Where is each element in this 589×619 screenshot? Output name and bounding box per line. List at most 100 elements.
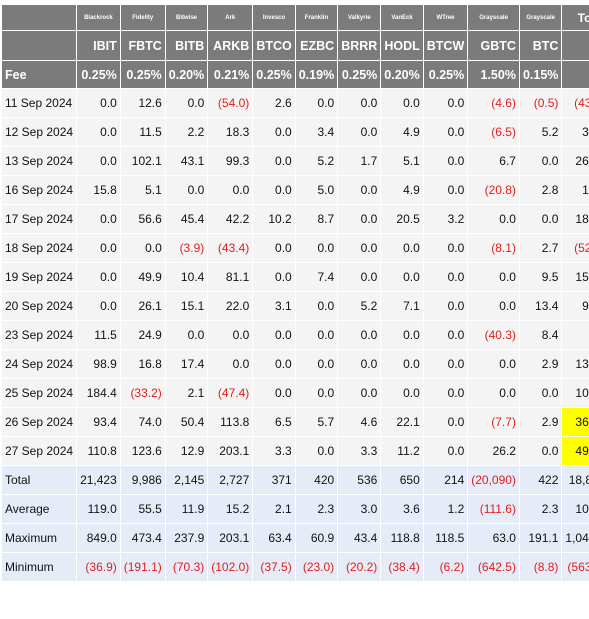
provider-header-row: Blackrock Fidelity Bitwise Ark Invesco Frankl… [0, 4, 589, 31]
ticker-ibit: IBIT [76, 30, 121, 61]
fee-brrr: 0.25% [337, 60, 382, 89]
flow-cell-ezbc: 0.0 [294, 233, 339, 263]
row-total-cell: 12.8 [561, 175, 589, 205]
flow-cell-fbtc: 123.6 [119, 436, 166, 466]
flow-cell-btco: 0.0 [252, 146, 296, 176]
flow-cell-ibit: 110.8 [76, 436, 121, 466]
flow-cell-ibit: 0.0 [76, 262, 121, 292]
flow-cell-arkb: 99.3 [207, 146, 254, 176]
flow-cell-brrr: 4.6 [337, 407, 382, 437]
flow-cell-arkb: 18.3 [207, 117, 254, 147]
provider-name-bitb: Bitwise [164, 4, 209, 31]
summary-total-cell: 1,045.0 [561, 523, 589, 553]
flow-cell-ezbc: 0.0 [294, 291, 339, 321]
summary-cell-ezbc: (23.0) [294, 552, 339, 582]
table-row: 24 Sep 2024 98.9 16.8 17.4 0.0 0.0 0.0 0.0 0.0 0.… [0, 349, 589, 379]
row-total-cell: 263.2 [561, 146, 589, 176]
ticker-ezbc: EZBC [294, 30, 339, 61]
flow-cell-hodl: 0.0 [380, 320, 424, 350]
summary-cell-bitb: 237.9 [164, 523, 209, 553]
row-total-cell: 186.8 [561, 204, 589, 234]
flow-cell-brrr: 0.0 [337, 262, 382, 292]
flow-cell-gbtc: (40.3) [467, 320, 520, 350]
flow-cell-bitb: 15.1 [164, 291, 209, 321]
flow-cell-btcw: 0.0 [422, 320, 469, 350]
flow-cell-ezbc: 5.7 [294, 407, 339, 437]
table-row: 20 Sep 2024 0.0 26.1 15.1 22.0 3.1 0.0 5.2 7.1 0.… [0, 291, 589, 321]
flow-cell-btco: 2.6 [252, 88, 296, 118]
flow-cell-ezbc: 5.2 [294, 146, 339, 176]
summary-cell-hodl: (38.4) [380, 552, 424, 582]
table-row: 12 Sep 2024 0.0 11.5 2.2 18.3 0.0 3.4 0.0 4.9 0.0… [0, 117, 589, 147]
row-total-cell: 365.7 [561, 407, 589, 437]
fee-header-row: Fee 0.25% 0.25% 0.20% 0.21% 0.25% 0.19% 0.25% 0.… [0, 60, 589, 89]
flow-cell-brrr: 3.3 [337, 436, 382, 466]
flow-cell-arkb: 113.8 [207, 407, 254, 437]
flow-cell-btco: 0.0 [252, 117, 296, 147]
flow-cell-hodl: 4.9 [380, 175, 424, 205]
flow-cell-bitb: (3.9) [164, 233, 209, 263]
flow-cell-fbtc: 11.5 [119, 117, 166, 147]
flow-cell-btc: 2.7 [518, 233, 563, 263]
flow-cell-arkb: (47.4) [207, 378, 254, 408]
flow-cell-bitb: 45.4 [164, 204, 209, 234]
provider-name-hodl: VanEck [380, 4, 424, 31]
summary-cell-ezbc: 2.3 [294, 494, 339, 524]
flow-cell-brrr: 0.0 [337, 175, 382, 205]
flow-cell-brrr: 0.0 [337, 320, 382, 350]
flow-cell-bitb: 10.4 [164, 262, 209, 292]
total-column-header: Total [561, 4, 589, 31]
table-row: 26 Sep 2024 93.4 74.0 50.4 113.8 6.5 5.7 4.6 22.… [0, 407, 589, 437]
flow-cell-btcw: 3.2 [422, 204, 469, 234]
summary-cell-ezbc: 60.9 [294, 523, 339, 553]
provider-name-ibit: Blackrock [76, 4, 121, 31]
provider-name-fbtc: Fidelity [119, 4, 166, 31]
flow-cell-fbtc: 102.1 [119, 146, 166, 176]
summary-cell-fbtc: (191.1) [119, 552, 166, 582]
ticker-hodl: HODL [380, 30, 424, 61]
header-blank-cell [561, 60, 589, 89]
summary-row-average: Average 119.0 55.5 11.9 15.2 2.1 2.3 3.0 3.6 1.2(… [0, 494, 589, 524]
summary-cell-btcw: 1.2 [422, 494, 469, 524]
summary-cell-ibit: 119.0 [76, 494, 121, 524]
flow-cell-btc: 2.9 [518, 407, 563, 437]
provider-name-btc: Grayscale [518, 4, 563, 31]
flow-cell-gbtc: (6.5) [467, 117, 520, 147]
flow-cell-bitb: 50.4 [164, 407, 209, 437]
row-total-cell: (43.9) [561, 88, 589, 118]
flow-cell-gbtc: 0.0 [467, 291, 520, 321]
flow-cell-btcw: 0.0 [422, 233, 469, 263]
flow-cell-btcw: 0.0 [422, 436, 469, 466]
table-row: 16 Sep 2024 15.8 5.1 0.0 0.0 0.0 5.0 0.0 4.9 0.0(… [0, 175, 589, 205]
summary-cell-arkb: 15.2 [207, 494, 254, 524]
fee-ibit: 0.25% [76, 60, 121, 89]
summary-cell-brrr: 3.0 [337, 494, 382, 524]
flow-cell-hodl: 0.0 [380, 378, 424, 408]
flow-cell-hodl: 5.1 [380, 146, 424, 176]
flow-cell-bitb: 17.4 [164, 349, 209, 379]
fee-btcw: 0.25% [422, 60, 469, 89]
summary-label: Minimum [0, 552, 78, 582]
flow-cell-arkb: 203.1 [207, 436, 254, 466]
flow-cell-hodl: 7.1 [380, 291, 424, 321]
table-row: 27 Sep 2024 110.8 123.6 12.9 203.1 3.3 0.0 3.3 1… [0, 436, 589, 466]
flow-cell-ezbc: 3.4 [294, 117, 339, 147]
row-date: 26 Sep 2024 [0, 407, 78, 437]
summary-row-minimum: Minimum (36.9) (191.1) (70.3) (102.0) (37.5)(… [0, 552, 589, 582]
flow-cell-ibit: 0.0 [76, 204, 121, 234]
summary-cell-btcw: 118.5 [422, 523, 469, 553]
summary-cell-btc: 2.3 [518, 494, 563, 524]
summary-cell-fbtc: 473.4 [119, 523, 166, 553]
flow-cell-ibit: 11.5 [76, 320, 121, 350]
provider-name-ezbc: Franklin [294, 4, 339, 31]
summary-total-cell: 18,805 [561, 465, 589, 495]
row-date: 20 Sep 2024 [0, 291, 78, 321]
table-row: 18 Sep 2024 0.0 0.0 (3.9) (43.4) 0.0 0.0 0.0 0.0… [0, 233, 589, 263]
flow-cell-btco: 0.0 [252, 349, 296, 379]
flow-cell-gbtc: (20.8) [467, 175, 520, 205]
summary-cell-gbtc: (111.6) [467, 494, 520, 524]
flow-cell-arkb: 22.0 [207, 291, 254, 321]
ticker-fbtc: FBTC [119, 30, 166, 61]
flow-cell-arkb: (54.0) [207, 88, 254, 118]
fee-ezbc: 0.19% [294, 60, 339, 89]
